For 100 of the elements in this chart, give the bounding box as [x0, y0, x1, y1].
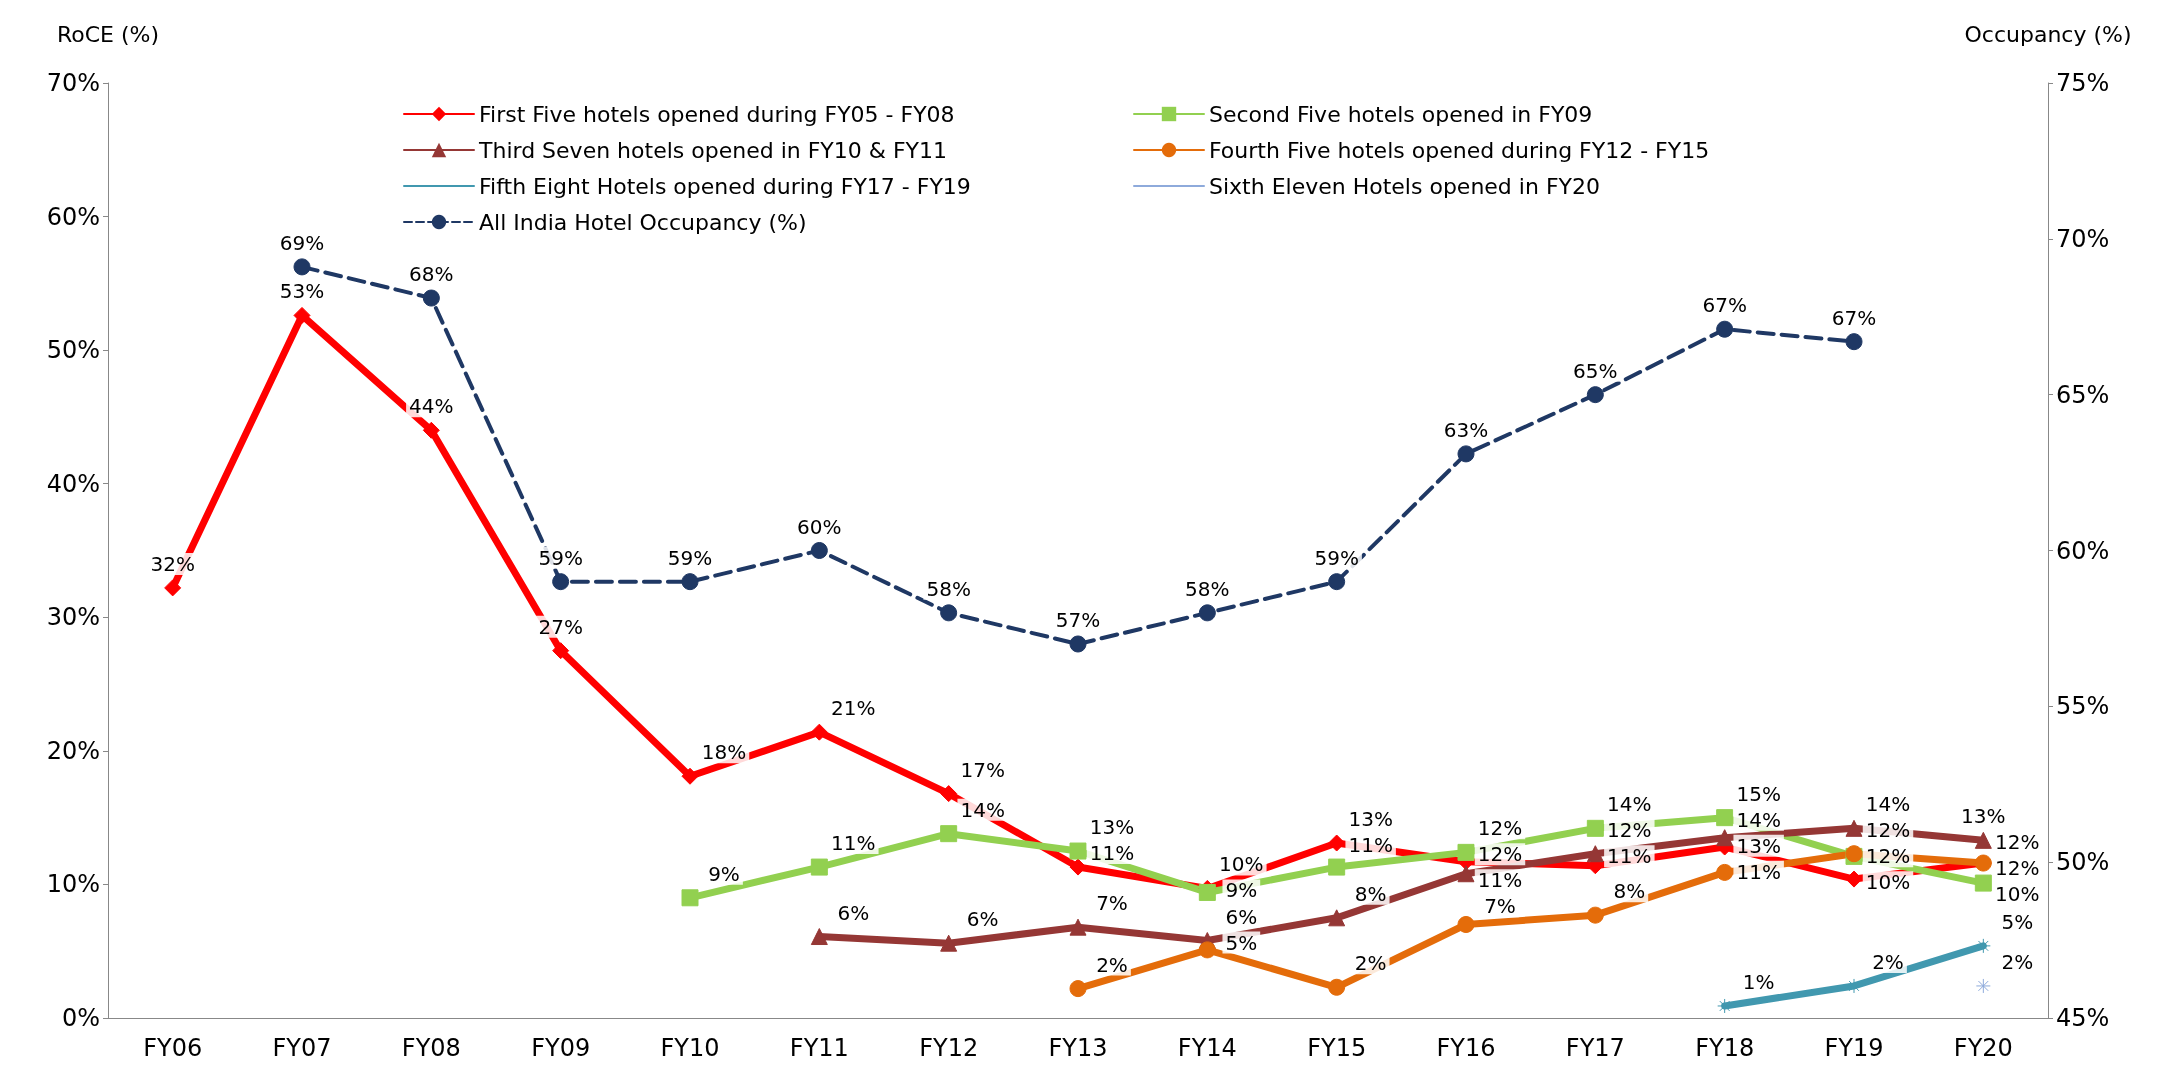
data-label: 18%	[701, 740, 747, 765]
y-tick-label: 50%	[46, 336, 100, 365]
data-label: 11%	[1736, 859, 1781, 884]
data-label: 12%	[1477, 816, 1523, 841]
point	[1716, 863, 1734, 881]
data-label: 2%	[2001, 949, 2034, 974]
data-label: 13%	[1736, 833, 1781, 858]
data-label: 58%	[1185, 576, 1230, 601]
y-tick-label: 0%	[61, 1004, 100, 1032]
point	[293, 306, 311, 324]
data-label: 9%	[1225, 878, 1258, 903]
point	[1586, 386, 1604, 404]
data-label: 53%	[279, 279, 325, 304]
data-label: 13%	[1961, 804, 2006, 829]
x-tick-label: FY12	[919, 1034, 979, 1062]
point	[1198, 604, 1216, 622]
point	[1069, 842, 1087, 860]
point	[1328, 858, 1346, 876]
x-tick-label: FY17	[1565, 1034, 1625, 1062]
y-tick-label: 40%	[46, 469, 100, 498]
point	[681, 767, 699, 785]
point	[681, 573, 699, 591]
data-label: 63%	[1443, 417, 1489, 442]
data-label: 8%	[1613, 879, 1646, 904]
data-label: 59%	[538, 545, 583, 570]
point	[940, 934, 958, 952]
legend-label: Third Seven hotels opened in FY10 & FY11	[478, 137, 947, 163]
point	[1457, 865, 1475, 883]
point	[1845, 333, 1863, 351]
x-tick-label: FY15	[1307, 1034, 1367, 1062]
legend-label: Second Five hotels opened in FY09	[1209, 101, 1593, 127]
point	[1974, 831, 1992, 849]
data-label: 12%	[1477, 842, 1523, 867]
y-axis-title: RoCE (%)	[56, 21, 160, 47]
y-tick-label: 10%	[46, 870, 100, 899]
data-label: 12%	[1865, 818, 1911, 843]
data-label: 5%	[1225, 930, 1258, 955]
point	[1716, 829, 1734, 847]
data-label: 7%	[1484, 894, 1516, 919]
data-label: 11%	[1348, 833, 1393, 858]
point	[164, 579, 182, 597]
data-label: 21%	[831, 696, 876, 721]
data-label: 9%	[708, 861, 740, 886]
y2-tick-label: 55%	[2056, 692, 2110, 721]
point	[1586, 845, 1604, 863]
data-label: 1%	[1742, 969, 1775, 994]
point	[1716, 320, 1734, 338]
point	[422, 421, 440, 439]
point	[940, 825, 958, 843]
point	[810, 723, 828, 741]
point	[1846, 978, 1862, 994]
data-label: 67%	[1831, 305, 1877, 330]
point	[1586, 906, 1604, 924]
point	[552, 573, 570, 591]
data-label: 60%	[797, 514, 842, 539]
point	[810, 858, 828, 876]
y-tick-label: 60%	[46, 202, 100, 231]
x-tick-label: FY09	[531, 1034, 591, 1062]
point	[1328, 909, 1346, 927]
data-label: 57%	[1055, 608, 1101, 632]
y2-axis-title: Occupancy (%)	[1964, 21, 2132, 47]
data-label: 12%	[1995, 830, 2040, 855]
data-label: 10%	[1219, 852, 1264, 877]
x-tick-label: FY13	[1048, 1034, 1108, 1062]
x-tick-label: FY16	[1436, 1034, 1496, 1062]
data-label: 12%	[1995, 856, 2040, 881]
data-label: 59%	[667, 545, 713, 570]
data-label: 69%	[279, 230, 325, 255]
point	[1457, 916, 1475, 933]
x-tick-label: FY07	[272, 1034, 332, 1062]
point	[1328, 573, 1346, 591]
y2-tick-label: 45%	[2056, 1004, 2110, 1032]
point	[1975, 978, 1991, 994]
data-label: 12%	[1865, 844, 1911, 869]
point	[940, 785, 958, 803]
point	[1974, 874, 1992, 892]
data-label: 11%	[1089, 841, 1135, 866]
point	[1328, 978, 1346, 996]
point	[1457, 445, 1475, 463]
x-tick-label: FY14	[1177, 1034, 1237, 1062]
point	[810, 928, 828, 946]
data-label: 59%	[1314, 545, 1359, 570]
point	[293, 258, 311, 276]
data-label: 17%	[960, 757, 1005, 782]
data-label: 14%	[960, 797, 1005, 822]
data-label: 8%	[1354, 881, 1387, 906]
legend-label: Sixth Eleven Hotels opened in FY20	[1209, 173, 1600, 199]
point	[1069, 980, 1087, 998]
x-tick-label: FY08	[401, 1034, 461, 1062]
data-label: 44%	[409, 394, 454, 419]
x-tick-label: FY19	[1824, 1034, 1884, 1062]
data-label: 14%	[1736, 807, 1781, 832]
data-label: 13%	[1348, 807, 1393, 832]
data-label: 11%	[1477, 868, 1523, 893]
legend-label: Fourth Five hotels opened during FY12 - FY15	[1209, 137, 1710, 163]
data-label: 2%	[1354, 951, 1387, 976]
x-tick-label: FY18	[1695, 1034, 1755, 1062]
y-tick-label: 20%	[46, 736, 100, 765]
data-label: 32%	[150, 551, 195, 576]
data-label: 58%	[926, 576, 971, 601]
